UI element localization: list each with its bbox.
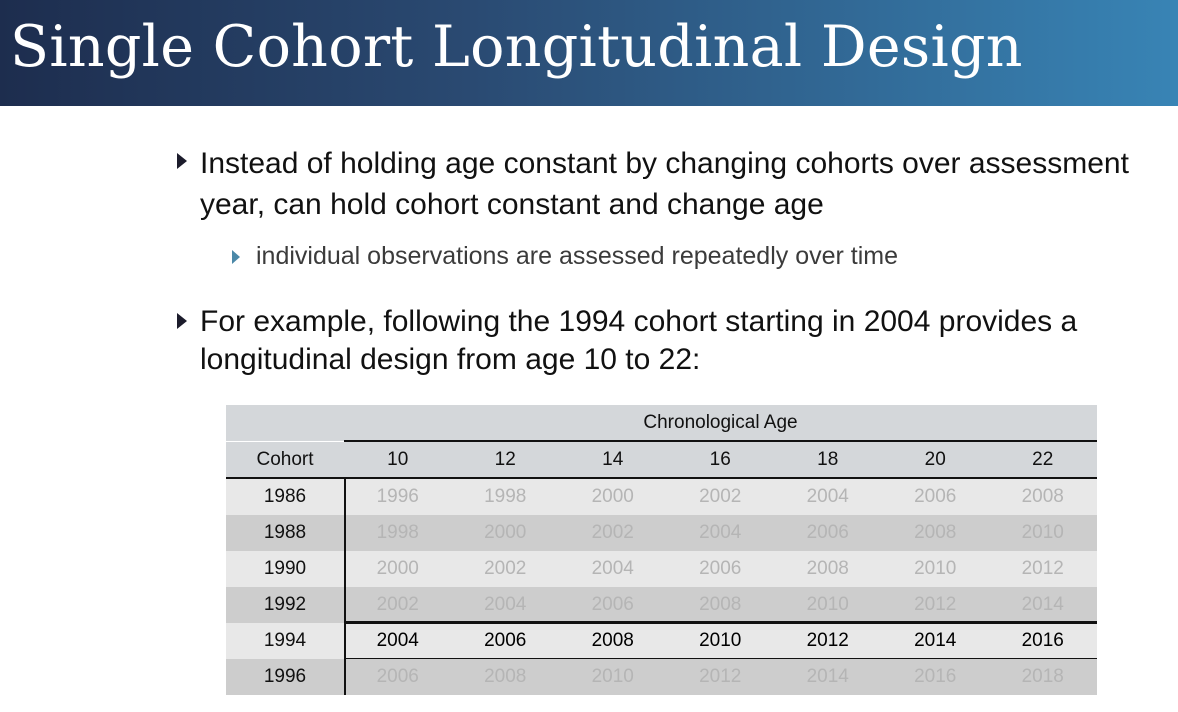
year-cell: 2014 xyxy=(806,666,849,687)
cohort-cell: 1988 xyxy=(263,522,307,543)
year-cell: 2012 xyxy=(806,630,849,651)
year-cell: 2014 xyxy=(1021,594,1064,615)
sub-bullet-1: individual observations are assessed rep… xyxy=(256,242,899,270)
year-cell: 2002 xyxy=(591,522,634,543)
year-cell: 2000 xyxy=(484,522,527,543)
age-header-cell: 16 xyxy=(709,449,731,470)
year-cell: 1996 xyxy=(376,486,419,507)
year-cell: 2018 xyxy=(1021,666,1064,687)
year-cell: 2012 xyxy=(699,666,742,687)
year-cell: 2016 xyxy=(1021,630,1064,651)
year-cell: 2004 xyxy=(376,630,419,651)
highlight-rule-top xyxy=(344,621,1097,624)
year-cell: 2002 xyxy=(376,594,419,615)
cohort-cell: 1986 xyxy=(263,486,307,507)
table-row: 1988 1998 2000 2002 2004 2006 2008 2010 xyxy=(226,515,1097,551)
age-header-cell: 22 xyxy=(1032,449,1054,470)
year-cell: 2004 xyxy=(591,558,634,579)
table-row: 1992 2002 2004 2006 2008 2010 2012 2014 xyxy=(226,587,1097,623)
sub-bullet-arrow-icon xyxy=(232,250,240,264)
group-header-rule xyxy=(344,440,1097,442)
year-cell: 2002 xyxy=(484,558,527,579)
year-cell: 2000 xyxy=(591,486,634,507)
year-cell: 2006 xyxy=(591,594,634,615)
cohort-cell: 1996 xyxy=(263,666,307,687)
cohort-cell: 1992 xyxy=(263,594,307,615)
year-cell: 2010 xyxy=(806,594,849,615)
table-row: 1994 2004 2006 2008 2010 2012 2014 2016 xyxy=(226,623,1097,659)
age-header-cell: 18 xyxy=(817,449,839,470)
bullet-2: For example, following the 1994 cohort s… xyxy=(200,305,1078,376)
year-cell: 2012 xyxy=(1021,558,1064,579)
cohort-column-rule xyxy=(344,479,346,695)
table-row: 1986 1996 1998 2000 2002 2004 2006 2008 xyxy=(226,479,1097,515)
year-cell: 2010 xyxy=(591,666,634,687)
year-cell: 2010 xyxy=(699,630,742,651)
table-header-row: Cohort 10 12 14 16 18 20 22 xyxy=(226,442,1097,478)
year-cell: 2008 xyxy=(806,558,849,579)
year-cell: 2002 xyxy=(699,486,742,507)
year-cell: 2006 xyxy=(484,630,527,651)
chronological-age-header: Chronological Age xyxy=(344,405,1097,441)
table-group-header-row: Chronological Age xyxy=(226,405,1097,441)
year-cell: 2006 xyxy=(914,486,957,507)
year-cell: 2010 xyxy=(1021,522,1064,543)
year-cell: 2008 xyxy=(591,630,634,651)
cohort-column-header: Cohort xyxy=(256,449,314,470)
cohort-age-table: Chronological Age Cohort 10 12 14 16 18 20 22 … xyxy=(226,405,1097,695)
bullet-arrow-icon xyxy=(177,313,187,329)
slide-title: Single Cohort Longitudinal Design xyxy=(10,14,1023,80)
cohort-cell: 1990 xyxy=(263,558,307,579)
year-cell: 2008 xyxy=(914,522,957,543)
year-cell: 2008 xyxy=(1021,486,1064,507)
year-cell: 2006 xyxy=(699,558,742,579)
age-header-cell: 14 xyxy=(602,449,624,470)
year-cell: 2006 xyxy=(376,666,419,687)
age-header-cell: 12 xyxy=(494,449,516,470)
year-cell: 2008 xyxy=(699,594,742,615)
cohort-cell: 1994 xyxy=(263,630,307,651)
bullet-arrow-icon xyxy=(177,153,187,169)
year-cell: 2008 xyxy=(484,666,527,687)
age-header-cell: 20 xyxy=(924,449,946,470)
year-cell: 2010 xyxy=(914,558,957,579)
header-rule xyxy=(226,477,1097,479)
year-cell: 2012 xyxy=(914,594,957,615)
year-cell: 2014 xyxy=(914,630,957,651)
table-row: 1990 2000 2002 2004 2006 2008 2010 2012 xyxy=(226,551,1097,587)
year-cell: 1998 xyxy=(376,522,419,543)
year-cell: 2000 xyxy=(376,558,419,579)
table-row: 1996 2006 2008 2010 2012 2014 2016 2018 xyxy=(226,659,1097,695)
title-bar: Single Cohort Longitudinal Design xyxy=(0,0,1178,106)
year-cell: 2004 xyxy=(484,594,527,615)
year-cell: 1998 xyxy=(484,486,527,507)
age-header-cell: 10 xyxy=(387,449,409,470)
year-cell: 2006 xyxy=(806,522,849,543)
year-cell: 2004 xyxy=(699,522,742,543)
year-cell: 2016 xyxy=(914,666,957,687)
year-cell: 2004 xyxy=(806,486,849,507)
bullet-1: Instead of holding age constant by chang… xyxy=(200,147,1129,221)
